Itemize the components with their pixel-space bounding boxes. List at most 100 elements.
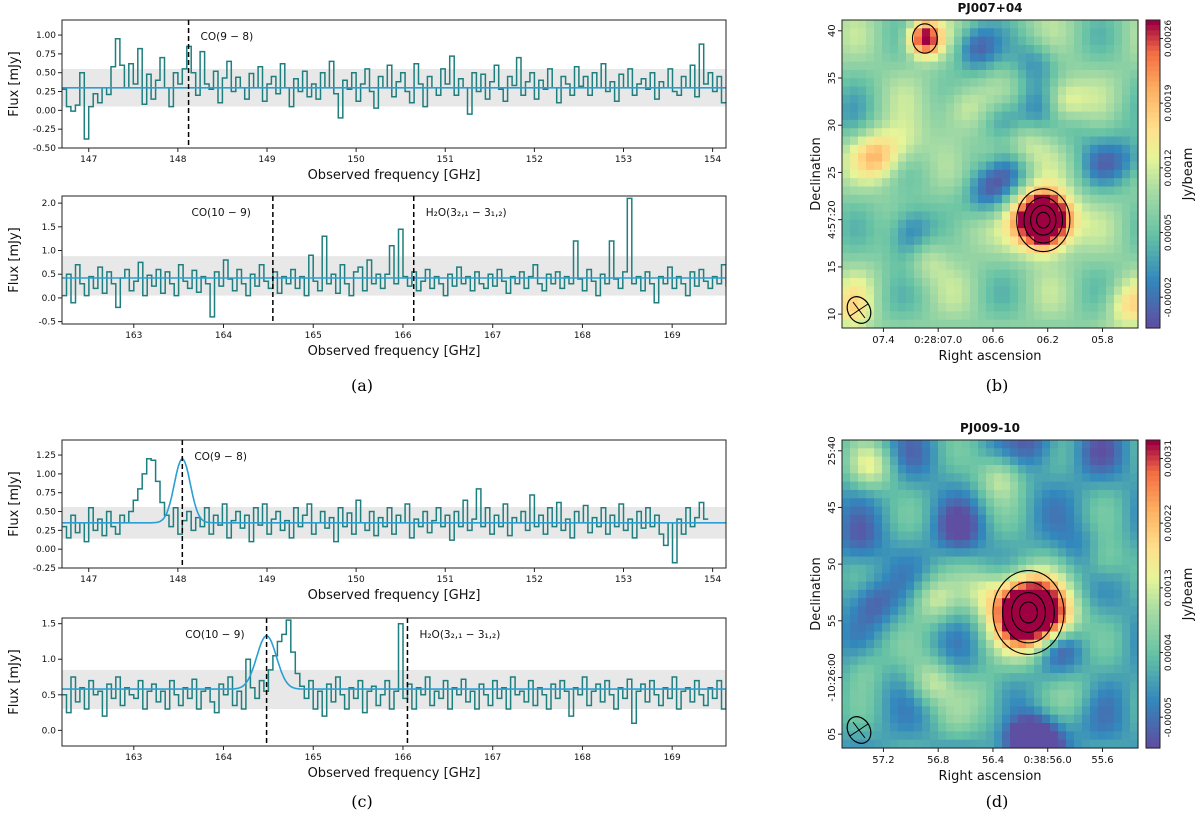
map-pixel: [890, 698, 899, 707]
map-pixel: [1074, 556, 1083, 566]
map-pixel: [1090, 648, 1099, 658]
map-pixel: [938, 153, 947, 163]
colorbar-step: [1146, 691, 1160, 698]
map-pixel: [1042, 539, 1051, 549]
map-pixel: [1122, 623, 1131, 633]
map-pixel: [914, 261, 923, 271]
map-pixel: [994, 311, 1003, 321]
map-pixel: [1106, 489, 1115, 499]
map-pixel: [946, 514, 955, 524]
map-pixel: [954, 731, 963, 741]
map-pixel: [1074, 523, 1083, 533]
map-pixel: [890, 61, 899, 71]
map-pixel: [906, 589, 915, 599]
map-pixel: [866, 211, 875, 221]
map-pixel: [922, 589, 931, 599]
map-pixel: [1114, 69, 1123, 79]
map-pixel: [970, 589, 979, 599]
map-pixel: [930, 440, 939, 449]
map-pixel: [1058, 673, 1067, 682]
map-pixel: [1098, 506, 1107, 516]
map-pixel: [978, 119, 987, 129]
map-pixel: [930, 153, 939, 163]
map-pixel: [1074, 128, 1083, 138]
map-pixel: [1018, 119, 1027, 129]
map-pixel: [970, 103, 979, 113]
map-pixel: [1034, 111, 1043, 121]
y-tick-label: -10:26:00: [827, 653, 838, 702]
map-pixel: [1074, 440, 1083, 449]
map-pixel: [930, 698, 939, 707]
map-pixel: [946, 203, 955, 213]
map-pixel: [1098, 244, 1107, 254]
map-pixel: [898, 548, 907, 558]
map-pixel: [858, 473, 867, 483]
map-pixel: [850, 261, 859, 271]
map-pixel: [938, 194, 947, 204]
map-pixel: [1114, 539, 1123, 549]
map-pixel: [1058, 539, 1067, 549]
map-pixel: [1090, 311, 1099, 321]
map-pixel: [890, 706, 899, 716]
y-tick-label: 0.00: [36, 545, 56, 555]
map-pixel: [938, 311, 947, 321]
map-pixel: [1050, 639, 1059, 649]
map-pixel: [994, 278, 1003, 287]
map-pixel: [1042, 78, 1051, 88]
map-pixel: [938, 656, 947, 666]
map-pixel: [994, 581, 1003, 591]
map-pixel: [954, 498, 963, 508]
map-pixel: [1082, 269, 1091, 279]
map-pixel: [1050, 194, 1059, 204]
map-pixel: [954, 481, 963, 491]
map-pixel: [1074, 286, 1083, 296]
map-pixel: [1122, 244, 1131, 254]
map-pixel: [946, 448, 955, 458]
colorbar-step: [1146, 583, 1160, 590]
map-pixel: [874, 228, 883, 238]
map-pixel: [914, 128, 923, 138]
map-pixel: [858, 440, 867, 449]
map-pixel: [986, 498, 995, 508]
map-pixel: [858, 514, 867, 524]
map-pixel: [1050, 514, 1059, 524]
map-pixel: [890, 523, 899, 533]
map-pixel: [1002, 456, 1011, 466]
map-pixel: [850, 36, 859, 46]
colorbar-step: [1146, 225, 1160, 232]
colorbar-step: [1146, 614, 1160, 621]
map-pixel: [898, 631, 907, 641]
map-pixel: [1122, 161, 1131, 171]
map-pixel: [1106, 481, 1115, 491]
map-pixel: [1106, 664, 1115, 674]
map-pixel: [1066, 706, 1075, 716]
map-pixel: [962, 236, 971, 246]
map-pixel: [962, 631, 971, 641]
map-pixel: [1090, 128, 1099, 138]
map-pixel: [1042, 20, 1051, 29]
map-pixel: [1058, 194, 1067, 204]
map-pixel: [866, 286, 875, 296]
map-pixel: [1066, 136, 1075, 146]
map-pixel: [914, 681, 923, 691]
map-pixel: [970, 136, 979, 146]
map-pixel: [914, 186, 923, 196]
map-pixel: [882, 714, 891, 724]
map-pixel: [1066, 681, 1075, 691]
colorbar-tick-label: 0.00012: [1164, 149, 1174, 186]
map-pixel: [1098, 311, 1107, 321]
map-pixel: [930, 456, 939, 466]
x-axis-label: Observed frequency [GHz]: [308, 344, 481, 359]
map-pixel: [874, 506, 883, 516]
map-pixel: [1098, 103, 1107, 113]
map-pixel: [1026, 456, 1035, 466]
colorbar-tick-label: 0.00004: [1164, 634, 1174, 671]
map-pixel: [962, 211, 971, 221]
map-pixel: [954, 556, 963, 566]
map-pixel: [874, 664, 883, 674]
map-pixel: [1130, 53, 1139, 63]
colorbar-step: [1146, 558, 1160, 564]
map-pixel: [1130, 689, 1139, 699]
map-pixel: [986, 286, 995, 296]
map-pixel: [1002, 573, 1011, 583]
